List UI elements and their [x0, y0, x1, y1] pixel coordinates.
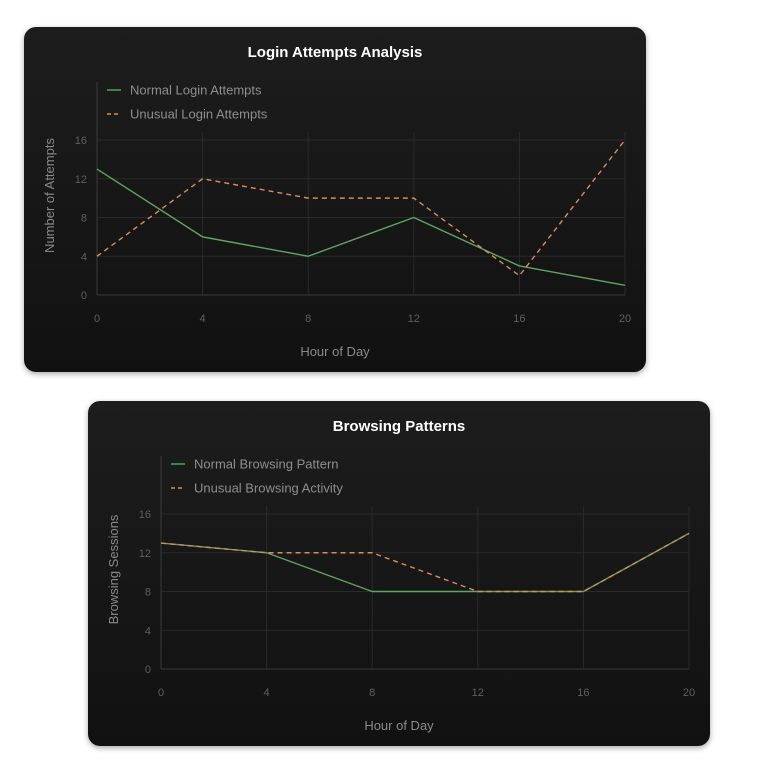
y-tick-label: 12: [75, 174, 87, 186]
y-tick-label: 16: [139, 509, 151, 521]
y-tick-label: 0: [81, 290, 87, 302]
series-line-normal: [160, 532, 690, 593]
y-tick-label: 16: [75, 135, 87, 147]
x-tick-label: 16: [513, 313, 525, 325]
legend-label: Normal Browsing Pattern: [194, 457, 339, 472]
chart-title: Login Attempts Analysis: [248, 44, 423, 61]
x-axis-label: Hour of Day: [300, 344, 370, 359]
x-tick-label: 12: [472, 687, 484, 699]
y-tick-label: 8: [145, 587, 151, 599]
x-tick-label: 0: [158, 687, 164, 699]
x-tick-label: 20: [619, 313, 631, 325]
legend-label: Unusual Browsing Activity: [194, 481, 343, 496]
x-tick-label: 12: [408, 313, 420, 325]
y-tick-label: 4: [145, 625, 151, 637]
browsing-patterns-chart-card: Browsing Patterns 0 4 8 12 16 20 0 4 8 12 16 Hour of…: [88, 401, 710, 746]
chart-title: Browsing Patterns: [333, 418, 466, 435]
y-tick-label: 12: [139, 548, 151, 560]
legend-label: Unusual Login Attempts: [130, 107, 268, 122]
y-tick-label: 4: [81, 251, 87, 263]
x-tick-label: 16: [577, 687, 589, 699]
x-axis-label: Hour of Day: [364, 718, 434, 733]
x-tick-label: 8: [305, 313, 311, 325]
y-tick-label: 0: [145, 664, 151, 676]
y-axis-label: Browsing Sessions: [106, 514, 121, 624]
x-tick-label: 20: [683, 687, 695, 699]
x-tick-label: 4: [264, 687, 270, 699]
login-attempts-chart-card: Login Attempts Analysis 0 4 8 12 16 20 0 4 8 12 16 H…: [24, 27, 646, 372]
y-tick-label: 8: [81, 213, 87, 225]
login-attempts-chart: Login Attempts Analysis 0 4 8 12 16 20 0 4 8 12 16 H…: [42, 44, 631, 359]
legend-label: Normal Login Attempts: [130, 83, 262, 98]
y-axis-label: Number of Attempts: [42, 138, 57, 253]
browsing-patterns-chart: Browsing Patterns 0 4 8 12 16 20 0 4 8 12 16 Hour of…: [106, 418, 695, 733]
series-line-unusual: [160, 532, 690, 593]
series-line-unusual: [96, 139, 626, 277]
x-tick-label: 0: [94, 313, 100, 325]
x-tick-label: 8: [369, 687, 375, 699]
series-line-normal: [96, 168, 626, 287]
x-tick-label: 4: [200, 313, 206, 325]
